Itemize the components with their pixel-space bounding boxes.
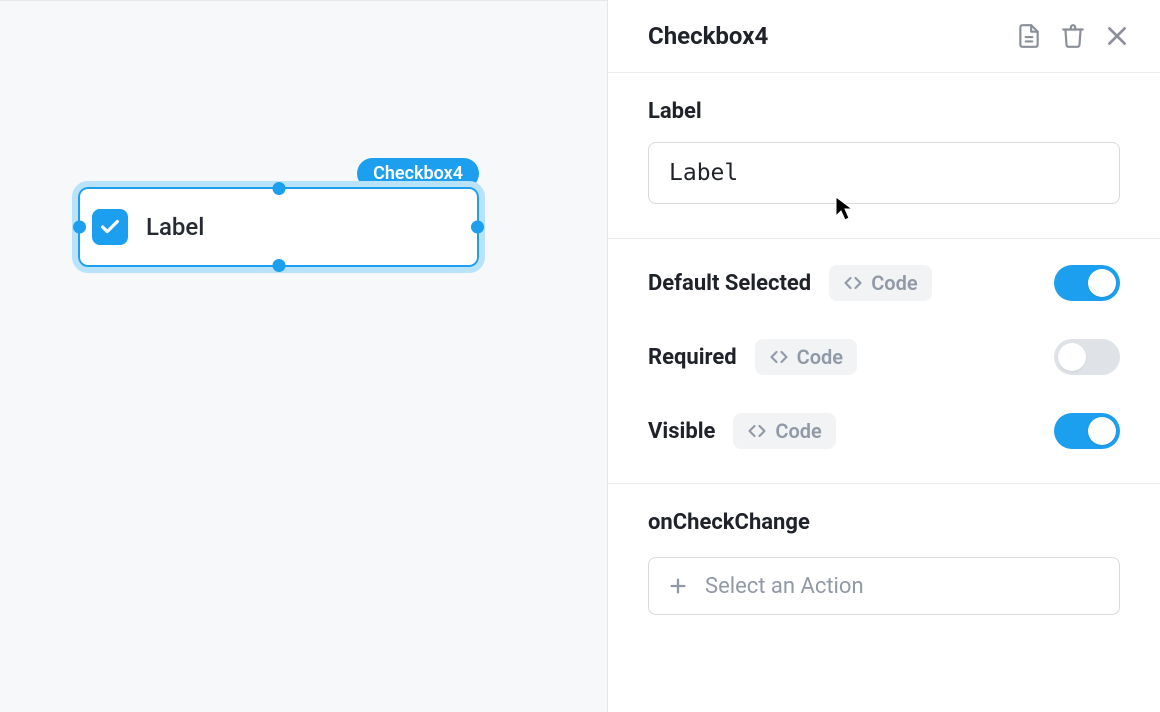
code-chip[interactable]: Code	[829, 265, 931, 301]
code-chip[interactable]: Code	[733, 413, 835, 449]
toggle-switch[interactable]	[1054, 339, 1120, 375]
resize-handle-left[interactable]	[73, 221, 86, 234]
panel-header: Checkbox4	[608, 0, 1160, 73]
toggle-row: Visible Code	[648, 413, 1120, 449]
action-select[interactable]: Select an Action	[648, 557, 1120, 615]
toggle-label: Visible	[648, 419, 715, 444]
selection-box[interactable]: Label	[78, 187, 479, 267]
event-heading: onCheckChange	[648, 510, 1120, 535]
resize-handle-top[interactable]	[272, 182, 285, 195]
code-chip[interactable]: Code	[755, 339, 857, 375]
label-input[interactable]	[648, 142, 1120, 204]
toggle-label: Default Selected	[648, 271, 811, 296]
toggle-label: Required	[648, 345, 737, 370]
label-heading: Label	[648, 99, 1120, 124]
event-section: onCheckChange Select an Action	[608, 484, 1160, 649]
toggle-row: Default Selected Code	[648, 265, 1120, 301]
design-canvas[interactable]: Checkbox4 Label	[0, 0, 607, 712]
checkbox-icon[interactable]	[92, 209, 128, 245]
checkbox-label: Label	[146, 213, 204, 241]
trash-icon[interactable]	[1060, 23, 1086, 49]
document-icon[interactable]	[1016, 23, 1042, 49]
selected-component[interactable]: Checkbox4 Label	[78, 187, 479, 267]
component-tag[interactable]: Checkbox4	[357, 158, 479, 189]
action-placeholder: Select an Action	[705, 574, 864, 599]
toggle-switch[interactable]	[1054, 265, 1120, 301]
label-section: Label	[608, 73, 1160, 239]
panel-title: Checkbox4	[648, 22, 1016, 50]
toggle-switch[interactable]	[1054, 413, 1120, 449]
resize-handle-bottom[interactable]	[272, 259, 285, 272]
close-icon[interactable]	[1104, 23, 1130, 49]
toggles-section: Default Selected Code Required Code Visible C…	[608, 239, 1160, 484]
resize-handle-right[interactable]	[471, 221, 484, 234]
properties-panel: Checkbox4	[607, 0, 1160, 712]
toggle-row: Required Code	[648, 339, 1120, 375]
